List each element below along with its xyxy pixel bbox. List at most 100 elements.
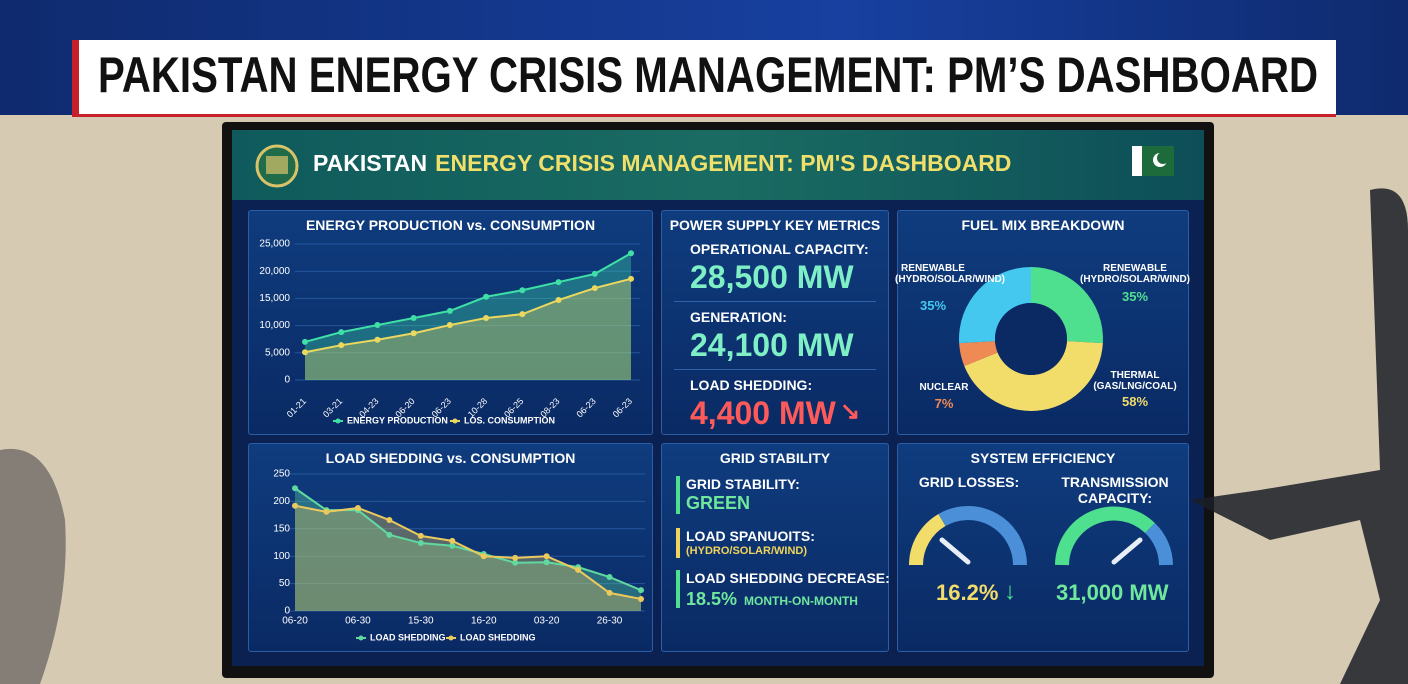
y-tick-label: 250 — [273, 469, 290, 480]
status-note: MONTH-ON-MONTH — [744, 594, 858, 608]
y-tick-label: 0 — [284, 606, 290, 617]
slice-value: 58% — [1121, 394, 1149, 409]
data-point — [543, 559, 550, 566]
y-tick-label: 15,000 — [259, 293, 290, 304]
banner-title: PAKISTAN ENERGY CRISIS MANAGEMENT: PM’S … — [98, 47, 1318, 103]
data-point — [512, 554, 519, 561]
metric-value: 28,500 MW — [690, 259, 854, 295]
data-point — [638, 587, 644, 594]
legend-label: LOAD SHEDDING — [370, 632, 446, 642]
series-line — [304, 252, 632, 343]
data-point — [338, 329, 345, 336]
data-point — [519, 311, 526, 318]
separator — [674, 301, 876, 302]
x-tick-label: 06-20 — [282, 616, 308, 627]
panel-title: ENERGY PRODUCTION vs. CONSUMPTION — [305, 217, 596, 233]
metric-label: LOAD SHEDDING: — [690, 377, 813, 393]
y-tick-label: 5,000 — [265, 347, 290, 358]
banner-underline — [72, 114, 1336, 117]
x-tick-label: 06-30 — [345, 616, 371, 627]
gauge-arc — [909, 513, 946, 566]
data-point — [606, 574, 613, 581]
data-point — [483, 314, 490, 321]
data-point — [519, 287, 526, 294]
data-point — [543, 553, 550, 560]
donut-slice — [1031, 267, 1103, 344]
banner-box — [72, 40, 1336, 117]
flag-stripe — [1132, 146, 1142, 176]
slice-label: RENEWABLE (HYDRO/SOLAR/WIND) — [895, 263, 1005, 285]
gauge-value: 16.2% — [936, 580, 999, 605]
y-tick-label: 50 — [279, 578, 291, 589]
screen-title: PAKISTAN ENERGY CRISIS MANAGEMENT: PM'S D… — [313, 150, 1011, 176]
y-tick-label: 200 — [273, 496, 290, 507]
metric-label: OPERATIONAL CAPACITY: — [690, 241, 869, 257]
slice-value: 35% — [919, 298, 947, 313]
data-point — [638, 595, 644, 602]
donut-slice — [959, 341, 998, 366]
data-point — [338, 342, 345, 349]
donut-slice — [964, 341, 1103, 412]
status-label: GRID STABILITY: — [686, 476, 800, 492]
x-tick-label: 06-23 — [575, 396, 598, 419]
panel-title: FUEL MIX BREAKDOWN — [961, 217, 1125, 233]
slice-value: 7% — [934, 396, 954, 411]
data-point — [483, 293, 490, 300]
legend-swatch — [448, 635, 454, 641]
x-tick-label: 03-21 — [321, 396, 344, 419]
metric-label: GENERATION: — [690, 309, 787, 325]
data-point — [555, 279, 562, 286]
data-point — [374, 322, 381, 329]
status-label: LOAD SHEDDING DECREASE: — [686, 570, 890, 586]
data-point — [446, 307, 453, 314]
data-point — [555, 297, 562, 304]
data-point — [449, 537, 456, 544]
panel-title: GRID STABILITY — [719, 450, 831, 466]
gauge-value: 31,000 MW — [1056, 580, 1169, 605]
x-tick-label: 26-30 — [597, 616, 623, 627]
data-point — [628, 250, 634, 257]
slice-value: 35% — [1121, 289, 1149, 304]
data-point — [591, 270, 598, 277]
gauge-arc — [1144, 522, 1173, 566]
data-point — [302, 349, 308, 356]
panel-title: LOAD SHEDDING vs. CONSUMPTION — [325, 450, 576, 466]
status-bar — [676, 476, 680, 514]
gauge-label: GRID LOSSES: — [918, 474, 1020, 490]
data-point — [575, 566, 582, 573]
data-point — [449, 542, 456, 549]
data-point — [417, 532, 424, 539]
gauge-needle — [939, 537, 971, 565]
legend-swatch — [358, 635, 364, 641]
panel-title: SYSTEM EFFICIENCY — [970, 450, 1116, 466]
y-tick-label: 0 — [284, 375, 290, 386]
y-tick-label: 25,000 — [259, 239, 290, 250]
legend-swatch — [335, 418, 341, 424]
status-value: (HYDRO/SOLAR/WIND) — [686, 545, 807, 557]
data-point — [386, 531, 393, 538]
data-point — [591, 285, 598, 292]
screen-title-lead: PAKISTAN — [313, 150, 427, 176]
panel-metrics: POWER SUPPLY KEY METRICS OPERATIONAL CAP… — [661, 210, 889, 435]
legend-swatch — [452, 418, 458, 424]
status-value: GREEN — [686, 493, 751, 513]
x-tick-label: 01-21 — [285, 396, 308, 419]
panel-grid-stability: GRID STABILITY GRID STABILITY: GREEN LOA… — [661, 443, 890, 652]
data-point — [480, 553, 487, 560]
donut-slice — [959, 267, 1031, 344]
flag-crescent-cut — [1157, 152, 1169, 164]
slice-label: RENEWABLE (HYDRO/SOLAR/WIND) — [1080, 263, 1190, 285]
data-point — [628, 275, 634, 282]
data-point — [374, 336, 381, 343]
metric-value: 4,400 MW — [690, 395, 836, 431]
status-bar — [676, 570, 680, 608]
legend-label: LOAD SHEDDING — [460, 632, 536, 642]
data-point — [302, 338, 308, 345]
data-point — [410, 314, 417, 321]
emblem-shield — [266, 156, 288, 174]
status-bar — [676, 528, 680, 558]
slice-label: NUCLEAR — [919, 382, 969, 393]
down-arrow: ↘ — [840, 398, 861, 425]
